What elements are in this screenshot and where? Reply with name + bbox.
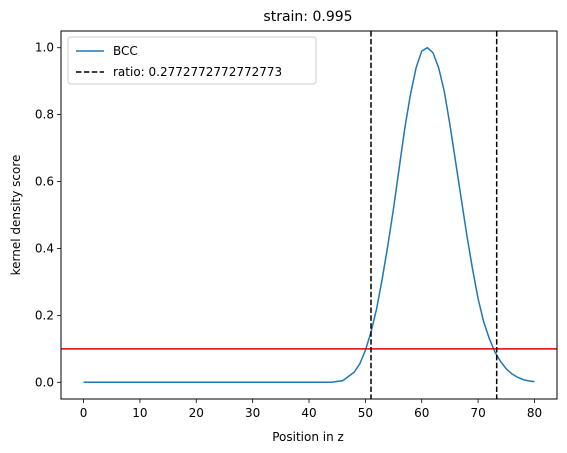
x-tick-label: 80 (527, 406, 542, 420)
x-tick-label: 60 (414, 406, 429, 420)
y-axis: 0.0 0.2 0.4 0.6 0.8 1.0 (35, 41, 61, 389)
legend-box (67, 36, 317, 85)
x-axis: 0 10 20 30 40 50 60 70 80 (80, 399, 542, 420)
x-tick-label: 0 (80, 406, 88, 420)
y-tick-label: 0.8 (35, 108, 54, 122)
legend-label: ratio: 0.2772772772772773 (113, 65, 282, 79)
legend-label: BCC (113, 44, 138, 58)
x-tick-label: 20 (189, 406, 204, 420)
x-tick-label: 70 (470, 406, 485, 420)
x-tick-label: 50 (358, 406, 373, 420)
plot-frame (60, 30, 558, 400)
y-tick-label: 0.0 (35, 375, 54, 389)
x-tick-label: 10 (132, 406, 147, 420)
plot-area (61, 31, 557, 399)
chart-title: strain: 0.995 (263, 9, 352, 25)
legend: BCC ratio: 0.2772772772772773 (67, 36, 317, 85)
series-line-bcc (83, 46, 535, 384)
x-tick-label: 40 (301, 406, 316, 420)
y-tick-label: 1.0 (35, 41, 54, 55)
y-tick-label: 0.2 (35, 308, 54, 322)
y-tick-label: 0.6 (35, 175, 54, 189)
x-axis-label: Position in z (272, 430, 344, 444)
y-tick-label: 0.4 (35, 241, 54, 255)
x-tick-label: 30 (245, 406, 260, 420)
y-axis-label: kernel density score (9, 155, 23, 276)
